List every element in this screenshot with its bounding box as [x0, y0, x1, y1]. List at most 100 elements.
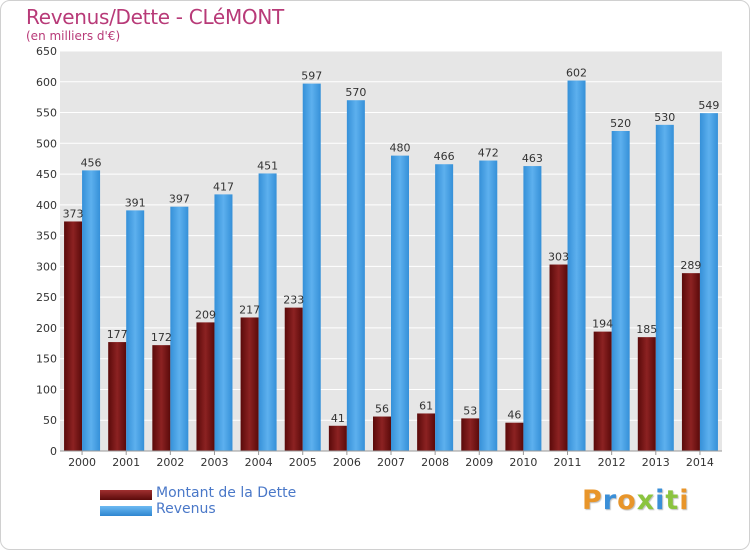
bar-revenus-2004	[258, 173, 277, 451]
data-label-revenus: 417	[213, 180, 234, 193]
y-tick-label: 500	[36, 137, 57, 150]
y-tick-label: 200	[36, 322, 57, 335]
data-label-revenus: 391	[125, 196, 146, 209]
bar-dette-2014	[681, 273, 700, 451]
y-tick-label: 100	[36, 383, 57, 396]
data-label-revenus: 602	[566, 67, 587, 80]
brand-letter: x	[636, 485, 656, 516]
x-axis-ticks: 2000 2001 2002 2003 2004 2005 2006 2007 2008 2009…	[68, 451, 714, 469]
y-tick-label: 550	[36, 107, 57, 120]
bar-revenus-2007	[391, 155, 409, 451]
data-label-revenus: 472	[478, 147, 499, 160]
bar-dette-2006	[328, 425, 347, 451]
legend-label-dette: Montant de la Dette	[156, 485, 297, 501]
bar-dette-2011	[549, 264, 568, 451]
data-label-revenus: 549	[698, 99, 719, 112]
y-axis-ticks: 0 50 100 150 200 250 300 350 400 450 500 550 600 650	[36, 45, 57, 458]
x-tick-label: 2013	[642, 456, 670, 469]
y-tick-label: 0	[50, 445, 57, 458]
y-tick-label: 150	[36, 353, 57, 366]
bar-dette-2003	[196, 322, 215, 451]
data-label-dette: 194	[592, 318, 613, 331]
x-tick-label: 2004	[245, 456, 273, 469]
data-label-revenus: 466	[434, 150, 455, 163]
bar-dette-2009	[461, 418, 480, 451]
bar-revenus-2002	[170, 206, 189, 451]
bar-revenus-2009	[479, 160, 498, 452]
data-label-revenus: 597	[301, 70, 322, 83]
x-tick-label: 2001	[112, 456, 140, 469]
bar-revenus-2005	[302, 83, 321, 451]
y-tick-label: 300	[36, 260, 57, 273]
y-tick-label: 250	[36, 291, 57, 304]
data-label-dette: 185	[636, 323, 657, 336]
data-label-dette: 289	[680, 259, 701, 272]
data-label-dette: 172	[151, 331, 172, 344]
bar-dette-2004	[240, 317, 259, 451]
data-label-revenus: 451	[257, 159, 278, 172]
x-tick-label: 2007	[377, 456, 405, 469]
chart-plot: 050100150200250300350400450500550600650 …	[36, 45, 722, 469]
bar-revenus-2014	[699, 113, 718, 452]
bar-dette-2002	[152, 345, 171, 451]
data-label-dette: 303	[548, 251, 569, 264]
data-label-revenus: 530	[654, 111, 675, 124]
y-tick-label: 600	[36, 76, 57, 89]
bar-revenus-2006	[346, 100, 365, 451]
legend-swatch-revenus	[100, 506, 152, 516]
brand-letter: i	[655, 485, 666, 516]
bar-revenus-2000	[82, 170, 101, 451]
brand-letter: i	[679, 485, 690, 516]
bar-dette-2008	[417, 413, 436, 451]
y-tick-label: 50	[43, 414, 57, 427]
x-tick-label: 2005	[289, 456, 317, 469]
data-label-dette: 61	[419, 399, 433, 412]
bar-revenus-2013	[655, 124, 674, 451]
brand-letter: P	[582, 485, 603, 516]
bar-revenus-2010	[523, 166, 542, 452]
bar-revenus-2008	[435, 164, 454, 451]
x-tick-label: 2010	[509, 456, 537, 469]
data-label-dette: 177	[107, 328, 128, 341]
data-label-revenus: 480	[390, 142, 411, 155]
bar-dette-2010	[505, 422, 524, 451]
brand-letter: r	[602, 485, 618, 516]
x-tick-label: 2008	[421, 456, 449, 469]
data-label-layer: 373 456 177 391 172 397 209 417 217 451 233 597 41 57…	[63, 67, 720, 425]
bar-dette-2007	[373, 416, 391, 451]
brand-logo: Proxiti	[582, 485, 690, 516]
legend-swatch-dette	[100, 490, 152, 500]
brand-letter: t	[665, 485, 680, 516]
data-label-dette: 373	[63, 207, 84, 220]
bar-dette-2000	[64, 221, 83, 451]
data-label-revenus: 520	[610, 117, 631, 130]
bar-dette-2012	[593, 331, 612, 451]
data-label-revenus: 397	[169, 193, 190, 206]
data-label-revenus: 456	[81, 156, 102, 169]
bar-revenus-2011	[567, 80, 586, 452]
x-tick-label: 2003	[200, 456, 228, 469]
y-tick-label: 450	[36, 168, 57, 181]
data-label-dette: 217	[239, 303, 260, 316]
data-label-dette: 53	[463, 404, 477, 417]
x-tick-label: 2009	[465, 456, 493, 469]
x-tick-label: 2012	[598, 456, 626, 469]
bar-dette-2013	[637, 337, 656, 451]
bar-layer	[64, 80, 718, 452]
x-tick-label: 2002	[156, 456, 184, 469]
x-tick-label: 2014	[686, 456, 714, 469]
data-label-revenus: 463	[522, 152, 543, 165]
x-tick-label: 2000	[68, 456, 96, 469]
data-label-dette: 41	[331, 412, 345, 425]
brand-letter: o	[617, 485, 637, 516]
data-label-dette: 46	[507, 409, 521, 422]
data-label-dette: 209	[195, 308, 216, 321]
data-label-dette: 233	[283, 294, 304, 307]
x-tick-label: 2011	[554, 456, 582, 469]
bar-dette-2005	[284, 307, 303, 451]
x-tick-label: 2006	[333, 456, 361, 469]
data-label-dette: 56	[375, 403, 389, 416]
legend-label-revenus: Revenus	[156, 501, 216, 517]
data-label-revenus: 570	[345, 86, 366, 99]
bar-revenus-2001	[126, 210, 145, 451]
